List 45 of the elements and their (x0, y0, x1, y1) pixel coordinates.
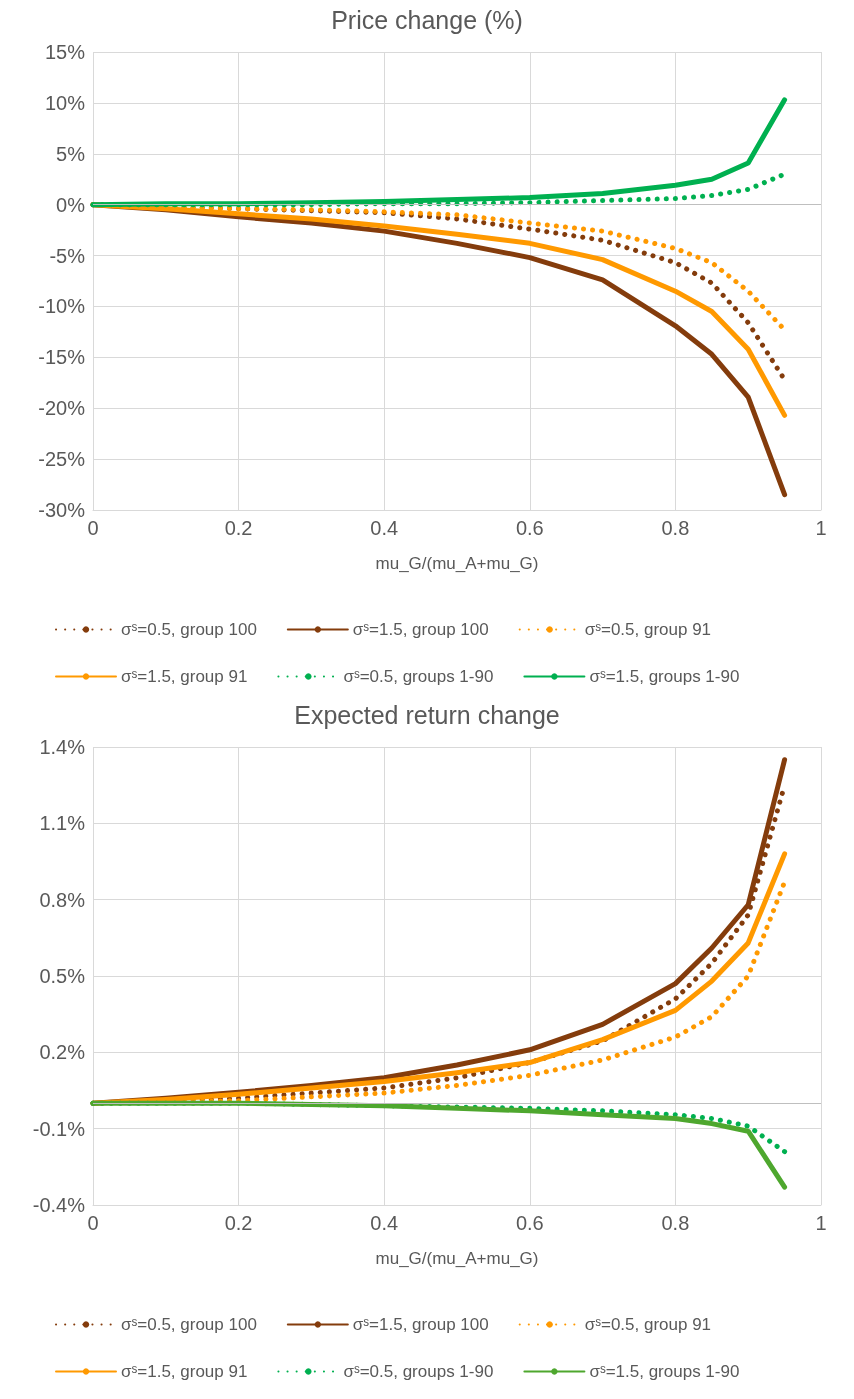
y-tick-label: 0.5% (39, 965, 86, 987)
y-tick-label: -0.1% (32, 1117, 86, 1140)
x-tick-label: 0.6 (515, 517, 544, 539)
y-tick-label: 0.8% (39, 888, 86, 911)
legend-label: σˢ=0.5, groups 1-90 (343, 1362, 494, 1381)
y-tick-label: -10% (38, 295, 86, 318)
legend-label: σˢ=0.5, group 100 (121, 620, 257, 639)
x-tick-label: 0.4 (370, 1212, 399, 1234)
x-axis-title: mu_G/(mu_A+mu_G) (375, 1249, 539, 1268)
x-tick-label: 0.2 (224, 1212, 253, 1234)
x-tick-label: 0.8 (661, 517, 690, 539)
chart-title: Expected return change (294, 700, 560, 729)
y-tick-label: 10% (44, 91, 86, 114)
y-tick-label: -25% (38, 448, 86, 471)
x-tick-label: 0.8 (661, 1212, 690, 1234)
y-tick-label: 1.1% (39, 812, 86, 835)
y-tick-label: -5% (49, 244, 86, 267)
y-tick-label: -15% (38, 346, 86, 369)
legend-label: σˢ=0.5, group 91 (584, 620, 712, 639)
y-tick-label: -0.4% (32, 1194, 86, 1216)
x-tick-label: 0 (87, 1212, 99, 1234)
y-tick-label: 5% (56, 142, 86, 165)
legend-label: σˢ=1.5, groups 1-90 (589, 667, 740, 686)
legend-label: σˢ=1.5, group 100 (352, 1315, 489, 1334)
legend-label: σˢ=1.5, groups 1-90 (589, 1362, 740, 1381)
legend-label: σˢ=1.5, group 91 (121, 667, 248, 686)
x-tick-label: 1 (815, 517, 827, 539)
y-tick-label: 0% (56, 193, 86, 216)
x-tick-label: 1 (815, 1212, 827, 1234)
y-tick-label: 1.4% (39, 736, 86, 758)
y-tick-label: -20% (38, 397, 86, 420)
y-tick-label: 15% (44, 41, 86, 63)
x-axis-title: mu_G/(mu_A+mu_G) (375, 554, 539, 573)
x-tick-label: 0.2 (224, 517, 253, 539)
x-tick-label: 0.6 (515, 1212, 544, 1234)
y-tick-label: -30% (38, 499, 86, 521)
legend-label: σˢ=0.5, group 100 (121, 1315, 257, 1334)
y-tick-label: 0.2% (39, 1041, 86, 1064)
legend-label: σˢ=1.5, group 91 (121, 1362, 248, 1381)
legend-label: σˢ=0.5, group 91 (584, 1315, 712, 1334)
chart-title: Price change (%) (331, 5, 523, 34)
legend-label: σˢ=1.5, group 100 (352, 620, 489, 639)
legend-label: σˢ=0.5, groups 1-90 (343, 667, 494, 686)
x-tick-label: 0.4 (370, 517, 399, 539)
x-tick-label: 0 (87, 517, 99, 539)
